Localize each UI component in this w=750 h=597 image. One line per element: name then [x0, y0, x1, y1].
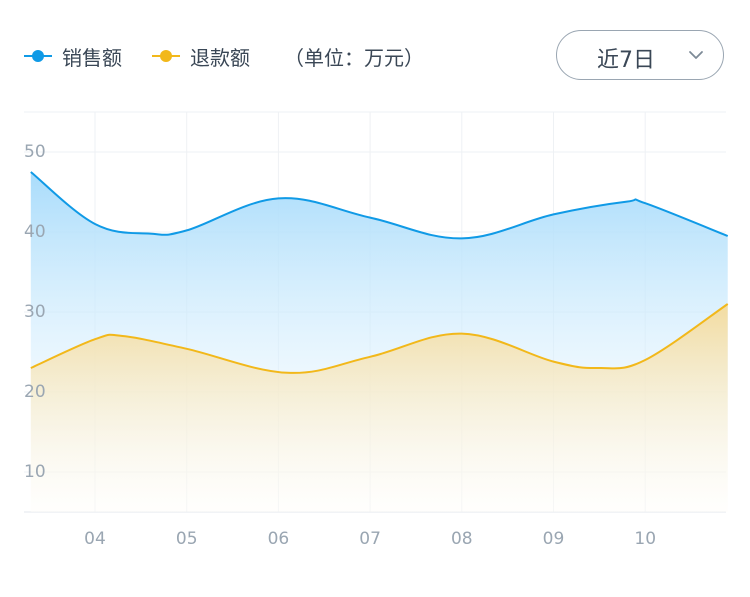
y-tick-label: 50 — [24, 142, 46, 162]
refund-legend-marker — [152, 49, 180, 63]
sales-series-line — [30, 171, 729, 240]
y-axis-ticks: 10 20 30 40 50 — [24, 142, 46, 482]
date-range-value: 近7日 — [597, 48, 655, 73]
area-layer — [30, 172, 728, 512]
legend-item-refund[interactable]: 退款额 — [152, 42, 250, 71]
unit-note: （单位：万元） — [284, 45, 424, 70]
y-tick-label: 10 — [24, 462, 46, 482]
line-layer — [30, 171, 729, 374]
chevron-down-icon — [689, 51, 703, 59]
x-tick-label: 08 — [451, 529, 473, 549]
x-axis-ticks: 04 05 06 07 08 09 10 — [84, 529, 656, 549]
sales-legend-marker — [24, 49, 52, 63]
x-tick-label: 04 — [84, 529, 106, 549]
sales-legend-label: 销售额 — [62, 45, 122, 70]
refund-legend-label: 退款额 — [190, 45, 250, 70]
y-tick-label: 40 — [24, 222, 46, 242]
y-tick-label: 20 — [24, 382, 46, 402]
x-tick-label: 10 — [634, 529, 656, 549]
legend-item-sales[interactable]: 销售额 — [24, 42, 122, 71]
y-tick-label: 30 — [24, 302, 46, 322]
x-tick-label: 05 — [176, 529, 198, 549]
date-range-select[interactable]: 近7日 — [556, 30, 724, 80]
chart-legend: 销售额 退款额 （单位：万元） — [24, 38, 424, 74]
x-tick-label: 07 — [359, 529, 381, 549]
x-tick-label: 09 — [543, 529, 565, 549]
refund-area — [30, 304, 728, 512]
x-tick-label: 06 — [268, 529, 290, 549]
refund-series-line — [30, 303, 729, 374]
